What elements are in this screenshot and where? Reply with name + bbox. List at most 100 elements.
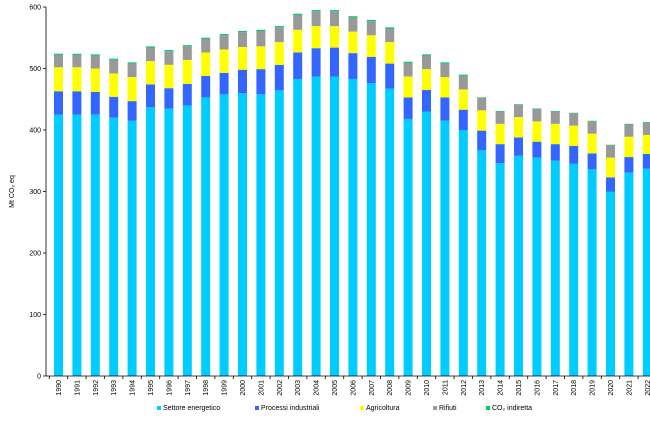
bar-segment-1994-s0	[127, 120, 137, 376]
bar-segment-2005-s2	[330, 26, 339, 48]
x-tick-label-1999: 1999	[222, 380, 229, 396]
x-tick-label-2008: 2008	[387, 380, 394, 396]
bar-segment-2000-s3	[238, 32, 247, 47]
x-tick-label-2016: 2016	[534, 380, 541, 396]
bar-segment-2005-s3	[330, 11, 339, 27]
legend-label-0: Settore energetico	[163, 405, 220, 412]
bar-segment-2012-s0	[458, 130, 468, 376]
bar-segment-2014-s2	[495, 123, 505, 145]
bar-segment-1998-s3	[201, 38, 211, 53]
x-tick-label-2004: 2004	[314, 380, 321, 396]
bar-segment-2001-s3	[256, 30, 266, 47]
bar-segment-2022-s4	[642, 122, 650, 123]
bar-segment-2001-s1	[256, 69, 266, 95]
bar-segment-1997-s4	[182, 45, 192, 47]
bar-segment-1993-s2	[109, 73, 119, 97]
bar-segment-1991-s1	[72, 91, 82, 115]
x-tick-label-1994: 1994	[130, 380, 137, 396]
x-tick-label-2009: 2009	[406, 380, 413, 396]
bar-segment-1995-s0	[146, 107, 155, 376]
bar-segment-2010-s0	[422, 111, 431, 377]
bar-segment-2001-s2	[256, 46, 266, 70]
legend-swatch-3	[433, 406, 437, 410]
bar-segment-2022-s3	[642, 122, 650, 135]
x-tick-label-2002: 2002	[277, 380, 284, 396]
bar-segment-2004-s2	[311, 26, 321, 49]
bar-segment-2007-s4	[366, 19, 376, 22]
x-tick-label-2007: 2007	[369, 380, 376, 396]
bar-segment-1993-s3	[109, 59, 119, 74]
bar-segment-1997-s1	[182, 83, 192, 106]
bar-segment-2007-s1	[366, 56, 376, 84]
bar-segment-2016-s0	[532, 157, 542, 376]
y-tick-label-0: 0	[37, 374, 41, 381]
bar-segment-1994-s2	[127, 77, 137, 102]
bar-segment-2003-s4	[293, 13, 303, 15]
bar-segment-2020-s4	[606, 144, 615, 146]
bar-segment-2014-s1	[495, 144, 505, 164]
bar-segment-2022-s2	[642, 134, 650, 154]
bar-segment-2021-s4	[624, 123, 634, 125]
x-tick-label-2001: 2001	[258, 380, 265, 396]
bar-segment-2000-s2	[238, 46, 247, 70]
bar-segment-2018-s4	[569, 112, 579, 114]
bar-segment-2010-s1	[422, 90, 431, 112]
bar-segment-2020-s2	[606, 157, 615, 178]
bar-segment-2013-s1	[477, 130, 487, 151]
bar-segment-2013-s3	[477, 98, 487, 111]
bar-segment-2005-s1	[330, 47, 339, 77]
bar-segment-2011-s3	[440, 63, 450, 78]
bar-segment-2017-s4	[550, 110, 560, 112]
legend-swatch-4	[486, 406, 490, 410]
bar-segment-2013-s4	[477, 97, 487, 99]
bar-segment-1990-s3	[54, 54, 63, 68]
x-tick-label-1997: 1997	[185, 380, 192, 396]
bar-segment-1990-s4	[54, 53, 63, 55]
x-tick-label-1995: 1995	[148, 380, 155, 396]
bar-segment-1998-s4	[201, 37, 211, 39]
bar-segment-2018-s3	[569, 113, 579, 126]
bar-segment-2004-s3	[311, 11, 321, 27]
bars-layer	[54, 10, 650, 377]
bar-segment-1995-s3	[146, 47, 155, 62]
bar-segment-2017-s3	[550, 111, 560, 124]
bar-segment-2016-s4	[532, 108, 542, 110]
bar-segment-2009-s3	[403, 62, 413, 77]
bar-segment-2003-s0	[293, 78, 303, 376]
bar-segment-1992-s1	[90, 91, 100, 115]
bar-segment-1991-s0	[72, 114, 82, 377]
bar-segment-2021-s3	[624, 124, 634, 137]
legend-swatch-1	[255, 406, 259, 410]
legend-swatch-0	[157, 406, 161, 410]
bar-segment-2012-s4	[458, 74, 468, 76]
x-tick-label-2005: 2005	[332, 380, 339, 396]
x-tick-label-2022: 2022	[645, 380, 650, 396]
bar-segment-2021-s2	[624, 136, 634, 158]
bar-segment-2009-s2	[403, 76, 413, 98]
bar-segment-1995-s4	[146, 46, 155, 48]
bar-segment-2008-s2	[385, 42, 395, 64]
bar-segment-1997-s3	[182, 46, 192, 60]
y-tick-label-400: 400	[29, 128, 41, 135]
bar-segment-1999-s2	[219, 49, 229, 73]
bar-segment-2022-s1	[642, 153, 650, 169]
bar-segment-1999-s0	[219, 94, 229, 376]
bar-segment-2011-s1	[440, 97, 450, 121]
bar-segment-2019-s4	[587, 120, 597, 122]
bar-segment-2004-s1	[311, 48, 321, 77]
bar-segment-1996-s3	[164, 51, 174, 65]
bar-segment-1994-s4	[127, 62, 137, 64]
x-tick-label-1991: 1991	[74, 380, 81, 396]
bar-segment-2006-s0	[348, 78, 358, 376]
bar-segment-2014-s4	[495, 110, 505, 112]
legend-label-1: Processi industriali	[261, 405, 320, 412]
bar-segment-1992-s0	[90, 114, 100, 377]
y-tick-label-500: 500	[29, 66, 41, 73]
bar-segment-2011-s4	[440, 62, 450, 64]
bar-segment-1996-s0	[164, 108, 174, 376]
bar-segment-2006-s1	[348, 53, 358, 79]
legend: Settore energetico Processi industriali Ag…	[157, 405, 532, 412]
bar-segment-2015-s4	[514, 104, 523, 105]
bar-segment-1993-s1	[109, 96, 119, 118]
bar-segment-2016-s2	[532, 121, 542, 142]
